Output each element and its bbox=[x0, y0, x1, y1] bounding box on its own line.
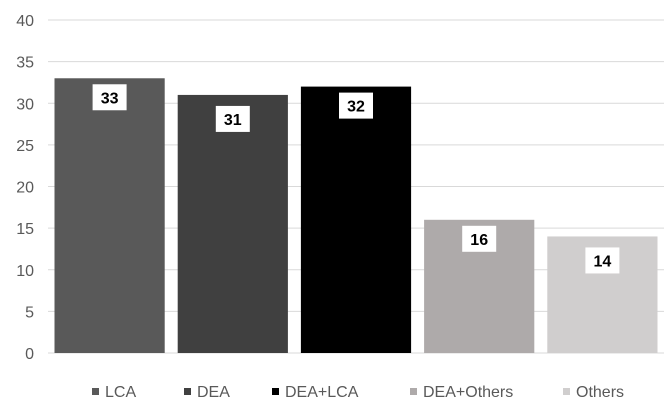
data-label: 31 bbox=[224, 112, 242, 129]
data-label-box bbox=[339, 92, 373, 119]
data-label-box bbox=[585, 247, 620, 274]
data-labels: 33 31 32 16 14 bbox=[92, 84, 620, 274]
y-tick-label: 40 bbox=[16, 13, 34, 30]
data-label-box bbox=[92, 84, 127, 111]
bars bbox=[54, 78, 658, 354]
y-tick-label: 20 bbox=[16, 180, 34, 197]
y-axis-tick-labels: 0 5 10 15 20 25 30 35 40 bbox=[16, 13, 34, 363]
legend-label: Others bbox=[576, 384, 624, 401]
y-tick-label: 10 bbox=[16, 263, 34, 280]
data-label: 33 bbox=[101, 90, 119, 107]
y-tick-label: 25 bbox=[16, 138, 34, 155]
legend: LCA DEA DEA+LCA DEA+Others Others bbox=[92, 384, 624, 401]
legend-swatch bbox=[563, 388, 570, 395]
y-tick-label: 0 bbox=[25, 346, 34, 363]
legend-label: DEA+LCA bbox=[285, 384, 359, 401]
data-label-box bbox=[215, 105, 250, 132]
legend-label: LCA bbox=[105, 384, 136, 401]
bar-lca bbox=[54, 78, 165, 354]
y-tick-label: 30 bbox=[16, 96, 34, 113]
legend-swatch bbox=[272, 388, 279, 395]
legend-label: DEA bbox=[197, 384, 230, 401]
bar-dea bbox=[177, 94, 288, 354]
y-tick-label: 5 bbox=[25, 304, 34, 321]
legend-label: DEA+Others bbox=[423, 384, 513, 401]
data-label: 16 bbox=[470, 232, 488, 249]
legend-swatch bbox=[92, 388, 99, 395]
legend-swatch bbox=[184, 388, 191, 395]
y-tick-label: 15 bbox=[16, 221, 34, 238]
data-label-box bbox=[462, 225, 497, 252]
legend-swatch bbox=[410, 388, 417, 395]
y-tick-label: 35 bbox=[16, 55, 34, 72]
data-label: 14 bbox=[594, 253, 612, 270]
data-label: 32 bbox=[347, 99, 365, 116]
bar-dea-plus-lca bbox=[300, 86, 412, 353]
